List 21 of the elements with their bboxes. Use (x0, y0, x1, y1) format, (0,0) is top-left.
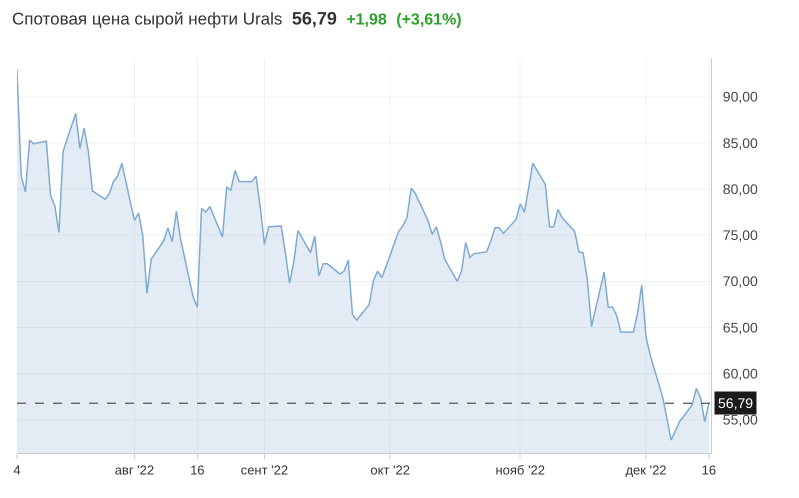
ref-line-label: 56,79 (718, 395, 754, 411)
x-tick-label: 4 (13, 462, 21, 478)
y-tick-label: 65,00 (722, 319, 758, 336)
x-tick-label: нояб '22 (495, 462, 545, 478)
y-tick-label: 60,00 (722, 366, 758, 382)
y-tick-label: 80,00 (722, 180, 758, 197)
x-tick-label: авг '22 (114, 462, 154, 478)
x-tick-label: окт '22 (370, 462, 410, 478)
y-tick-label: 70,00 (722, 273, 758, 290)
text: 56,79 (292, 8, 337, 28)
chart-title: Спотовая цена сырой нефти Urals (12, 9, 282, 28)
x-tick-label: сент '22 (240, 462, 288, 478)
x-tick-label: 16 (702, 462, 716, 478)
text: (+3,61%) (396, 11, 462, 28)
x-tick-label: дек '22 (625, 462, 667, 478)
x-tick-label: 16 (190, 462, 205, 478)
y-tick-label: 85,00 (722, 134, 758, 151)
y-tick-label: 90,00 (722, 88, 758, 105)
y-tick-label: 55,00 (722, 412, 758, 428)
y-tick-label: 75,00 (722, 227, 758, 244)
text: +1,98 (346, 11, 387, 28)
